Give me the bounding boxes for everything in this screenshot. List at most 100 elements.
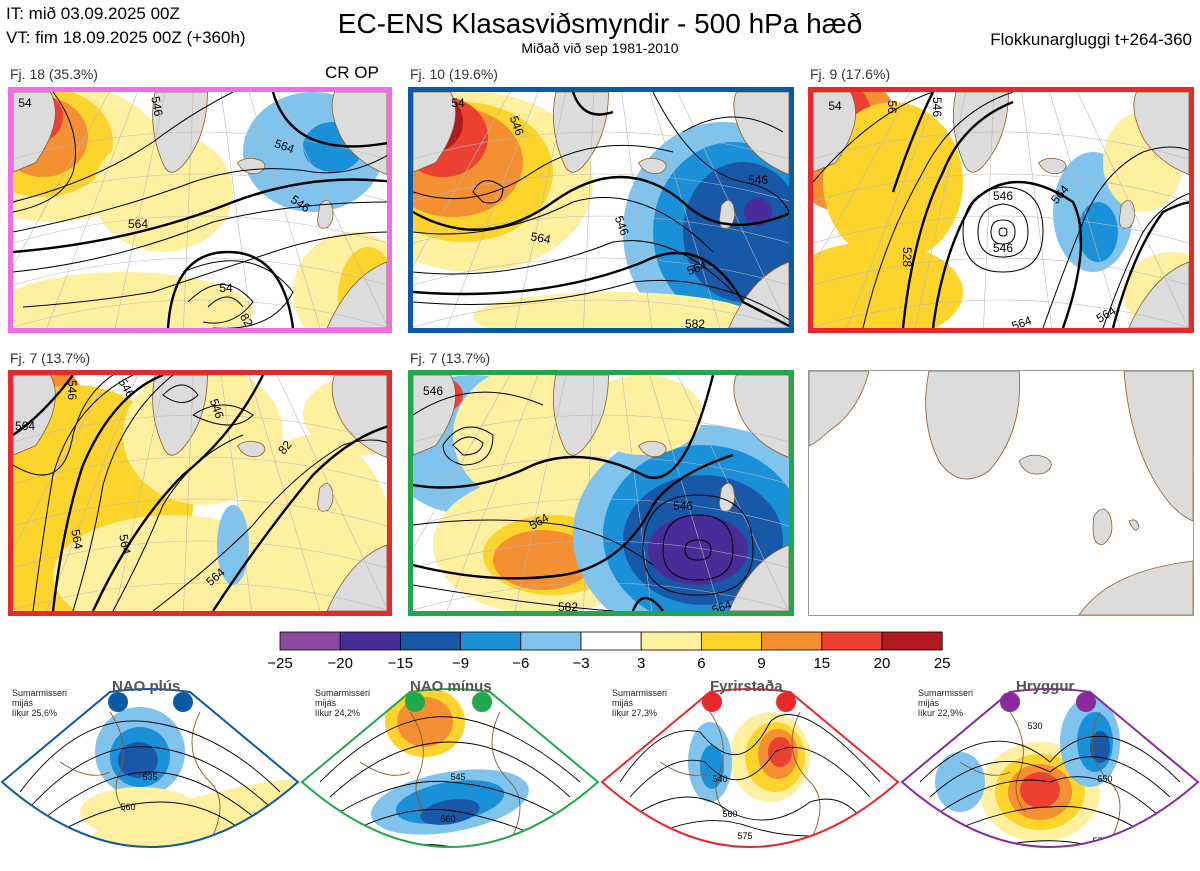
longitude-line	[220, 375, 253, 611]
colorbar-segment	[520, 631, 582, 651]
contour-line	[452, 436, 484, 456]
lat-lon-grid	[13, 375, 387, 611]
contour-line-major	[413, 251, 789, 328]
lat-lon-grid	[813, 92, 1189, 328]
latitude-line	[813, 215, 1189, 244]
contour-label: 564	[1010, 313, 1034, 328]
contour-line-major	[891, 92, 935, 193]
height-contours	[413, 92, 789, 328]
scandinavia	[1133, 92, 1189, 176]
contour-label: 54	[828, 99, 842, 113]
scandinavia	[733, 375, 789, 459]
longitude-line	[276, 375, 387, 609]
iceland	[638, 440, 667, 458]
contour-line	[152, 439, 387, 611]
latitude-line	[413, 498, 789, 527]
longitude-line	[514, 92, 567, 328]
longitude-line	[983, 92, 995, 328]
contour-label: 545	[450, 772, 465, 782]
contour-label: 546	[993, 189, 1013, 203]
colorbar-segment	[460, 631, 522, 651]
latitude-line	[413, 173, 789, 202]
longitude-line	[13, 375, 110, 550]
coastline	[59, 711, 221, 843]
iceland	[1018, 454, 1052, 475]
longitude-line	[276, 92, 387, 326]
contour-label: 54	[18, 96, 32, 110]
contour-line-major	[413, 453, 734, 580]
contour-label: 546	[748, 173, 768, 187]
contour-line	[19, 720, 281, 793]
regime-blocking: 540 560 575 Fyrirstaða Sumarmisseri mijás lí…	[600, 672, 900, 871]
panel-3-label: Fj. 9 (17.6%)	[810, 66, 891, 82]
contour-line	[1042, 146, 1189, 328]
contour-line	[162, 384, 199, 403]
north-america	[13, 92, 56, 173]
contour-label: 582	[558, 600, 578, 611]
longitude-line	[914, 92, 967, 328]
regime-map: 545 560 575	[300, 688, 600, 848]
contour-line	[13, 154, 387, 233]
contour-line	[652, 92, 789, 214]
colorbar-tick-label: 15	[813, 655, 830, 672]
coastline	[659, 711, 821, 843]
contour-line	[413, 144, 674, 200]
longitude-line	[114, 375, 166, 611]
contour-label: 546	[148, 95, 165, 117]
contour-line	[187, 284, 254, 324]
europe	[1078, 560, 1193, 615]
colorbar-tick-label: 25	[934, 655, 951, 672]
contour-label: 560	[722, 809, 737, 819]
contour-line	[919, 735, 1181, 783]
longitude-line	[248, 375, 321, 611]
contour-line-major	[166, 250, 295, 328]
colorbar-segment	[339, 631, 401, 651]
europe	[326, 261, 387, 328]
contour-line-major	[13, 375, 74, 436]
contour-line	[639, 796, 861, 821]
contour-line	[13, 201, 387, 273]
anomaly-area	[813, 242, 963, 328]
contour-line	[413, 391, 544, 416]
longitude-line	[677, 92, 789, 328]
regime-frame	[0, 688, 300, 848]
contour-line	[990, 219, 1016, 245]
cluster-map-1: 54 546 564 564 546 54 82	[8, 87, 392, 333]
longitude-line	[649, 375, 721, 611]
europe	[1128, 261, 1189, 328]
contour-label: 564	[68, 528, 85, 550]
anomaly-area	[420, 799, 480, 825]
classification-window: Flokkunargluggi t+264-360	[990, 30, 1192, 49]
contour-line	[939, 776, 1161, 818]
colorbar-segment	[761, 631, 823, 651]
anomaly-area	[1090, 731, 1110, 763]
greenland	[925, 371, 1020, 480]
contour-line	[112, 434, 244, 611]
colorbar-tick-label: −20	[327, 655, 352, 672]
latitude-line	[413, 540, 789, 569]
regime-ridge: 530 550 575 Hryggur Sumarmisseri mijás líkur…	[900, 672, 1200, 871]
british-isles	[317, 199, 334, 229]
contour-label: 546	[993, 241, 1013, 255]
regime-field: 535 560	[2, 689, 298, 847]
contour-line	[22, 231, 387, 308]
contour-line-major	[631, 596, 664, 611]
colorbar-tick-label: −6	[512, 655, 529, 672]
regime-field: 545 560 575	[302, 689, 598, 847]
cluster-map-2: 54 546 564 546 546 564 582	[408, 87, 794, 333]
regime-frame	[900, 688, 1200, 848]
contour-line-major	[571, 92, 614, 116]
contour-label: 54	[451, 96, 465, 110]
contour-line-major	[91, 375, 265, 611]
anomaly-area	[823, 102, 963, 262]
height-contours	[413, 375, 754, 611]
latitude-line	[813, 173, 1189, 202]
contour-label: 540	[712, 774, 727, 784]
latitude-line	[13, 456, 387, 485]
regime-indicator-dot	[702, 692, 722, 712]
regime-map: 535 560	[0, 688, 300, 848]
